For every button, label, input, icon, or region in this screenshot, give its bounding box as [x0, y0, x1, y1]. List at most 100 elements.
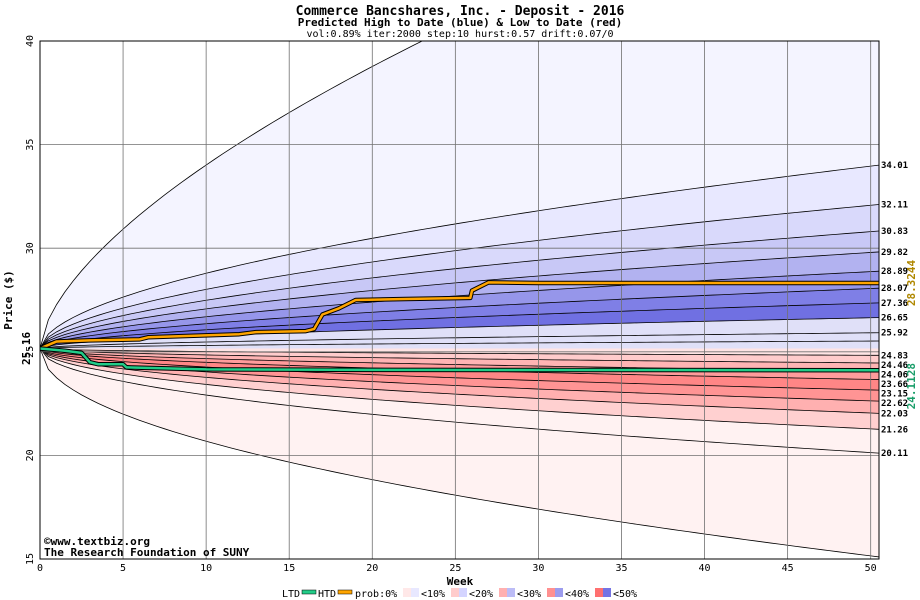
legend-bin-label: <30%	[517, 589, 541, 600]
chart-subtitle: Predicted High to Date (blue) & Low to D…	[298, 16, 623, 29]
upper-band	[40, 271, 879, 349]
right-level-label: 34.01	[881, 161, 908, 171]
right-level-label: 24.83	[881, 351, 908, 361]
lower-band	[40, 348, 879, 402]
legend-bin-swatch-blue	[555, 588, 563, 597]
right-level-label: 28.89	[881, 267, 908, 277]
credit-site: www.textbiz.org	[51, 535, 150, 548]
x-tick-label: 15	[283, 563, 295, 574]
envelope-line	[40, 348, 879, 356]
right-level-label: 30.83	[881, 227, 908, 237]
right-level-label: 25.92	[881, 329, 908, 339]
envelope-line	[40, 270, 879, 349]
probability-bands	[40, 41, 879, 558]
x-tick-label: 30	[532, 563, 544, 574]
y-axis-label: Price ($)	[2, 270, 15, 330]
chart-title: Commerce Bancshares, Inc. - Deposit - 20…	[296, 4, 625, 19]
y-tick-label: 20	[25, 449, 36, 461]
right-level-label: 27.36	[881, 299, 908, 309]
htd-series-line	[40, 281, 879, 350]
envelope-line	[40, 348, 879, 391]
legend-bin-swatch-blue	[411, 588, 419, 597]
legend-ltd-label: LTD	[282, 589, 300, 600]
legend-ltd-swatch	[301, 589, 317, 595]
right-level-label: 23.66	[881, 380, 908, 390]
legend-bin-swatch-red	[595, 588, 603, 597]
lower-band	[40, 348, 879, 391]
legend: LTD HTD prob:0% <10% <20% <30% <40% <50%	[282, 588, 637, 600]
x-tick-label: 5	[120, 563, 126, 574]
right-level-label: 29.82	[881, 248, 908, 258]
x-axis-ticks: 0 5 10 15 20 25 30 35 40 45 50	[37, 563, 877, 574]
upper-band	[40, 302, 879, 349]
legend-bin-swatch-red	[499, 588, 507, 597]
right-level-label: 21.26	[881, 425, 908, 435]
right-level-label: 20.11	[881, 449, 908, 459]
copyright-symbol: ©	[44, 535, 51, 548]
lower-band	[40, 348, 879, 414]
lower-band	[40, 348, 879, 372]
ltd-end-label: 24.1128	[905, 363, 918, 409]
legend-bin-swatch-blue	[507, 588, 515, 597]
right-level-label: 32.11	[881, 200, 908, 210]
right-level-label: 28.07	[881, 284, 908, 294]
legend-bin-swatch-blue	[603, 588, 611, 597]
y-axis-ticks: 15 20 25 30 35 40	[25, 35, 36, 565]
legend-bin-swatch-red	[547, 588, 555, 597]
y-tick-label: 25	[25, 346, 36, 358]
svg-text:©www.textbiz.org: ©www.textbiz.org	[44, 535, 150, 548]
envelope-line	[40, 332, 879, 349]
envelope-line	[40, 340, 879, 349]
legend-bin-label: <50%	[613, 589, 637, 600]
x-tick-label: 40	[699, 563, 711, 574]
htd-end-label: 28.3244	[905, 259, 918, 306]
legend-bin-swatch-red	[451, 588, 459, 597]
upper-band	[40, 231, 879, 349]
legend-bin-label: <40%	[565, 589, 589, 600]
right-level-labels: 34.01 32.11 30.83 29.82 28.89 28.07 27.36 26.65…	[881, 161, 908, 459]
y-tick-label: 35	[25, 139, 36, 151]
y-tick-label: 30	[25, 242, 36, 254]
right-level-label: 26.65	[881, 314, 908, 324]
series	[40, 280, 879, 373]
x-tick-label: 25	[449, 563, 461, 574]
legend-bin-label: <10%	[421, 589, 445, 600]
legend-htd-label: HTD	[318, 589, 336, 600]
legend-prob-label: prob:0%	[355, 589, 397, 600]
envelope-line	[40, 348, 879, 558]
credit-org: The Research Foundation of SUNY	[44, 546, 250, 559]
legend-bin-swatch-blue	[459, 588, 467, 597]
lower-band	[40, 348, 879, 454]
right-level-label: 22.03	[881, 409, 908, 419]
legend-bin-swatch-red	[403, 588, 411, 597]
upper-band	[40, 204, 879, 349]
right-level-label: 24.06	[881, 370, 908, 380]
upper-band	[40, 341, 879, 349]
legend-bins: <10% <20% <30% <40% <50%	[403, 588, 637, 600]
ltd-series-line	[40, 347, 879, 372]
y-tick-label: 15	[25, 553, 36, 565]
x-tick-label: 0	[37, 563, 43, 574]
legend-bin-label: <20%	[469, 589, 493, 600]
chart-params: vol:0.89% iter:2000 step:10 hurst:0.57 d…	[306, 29, 613, 40]
upper-band	[40, 288, 879, 349]
x-tick-label: 45	[782, 563, 794, 574]
x-tick-label: 35	[615, 563, 627, 574]
credit: ©www.textbiz.org The Research Foundation…	[44, 535, 250, 559]
x-axis-label: Week	[447, 575, 474, 588]
envelope-line	[40, 302, 879, 349]
x-tick-label: 50	[865, 563, 877, 574]
lower-band	[40, 348, 879, 430]
envelope-line	[40, 41, 879, 349]
start-price-label: 25.16	[20, 332, 33, 365]
envelope-line	[40, 251, 879, 349]
envelope-line	[40, 348, 879, 364]
x-tick-label: 20	[366, 563, 378, 574]
envelope-line	[40, 230, 879, 349]
envelope-line	[40, 348, 879, 430]
right-level-label: 22.62	[881, 399, 908, 409]
envelope-line	[40, 164, 879, 349]
lower-band	[40, 348, 879, 557]
envelope-line	[40, 348, 879, 414]
